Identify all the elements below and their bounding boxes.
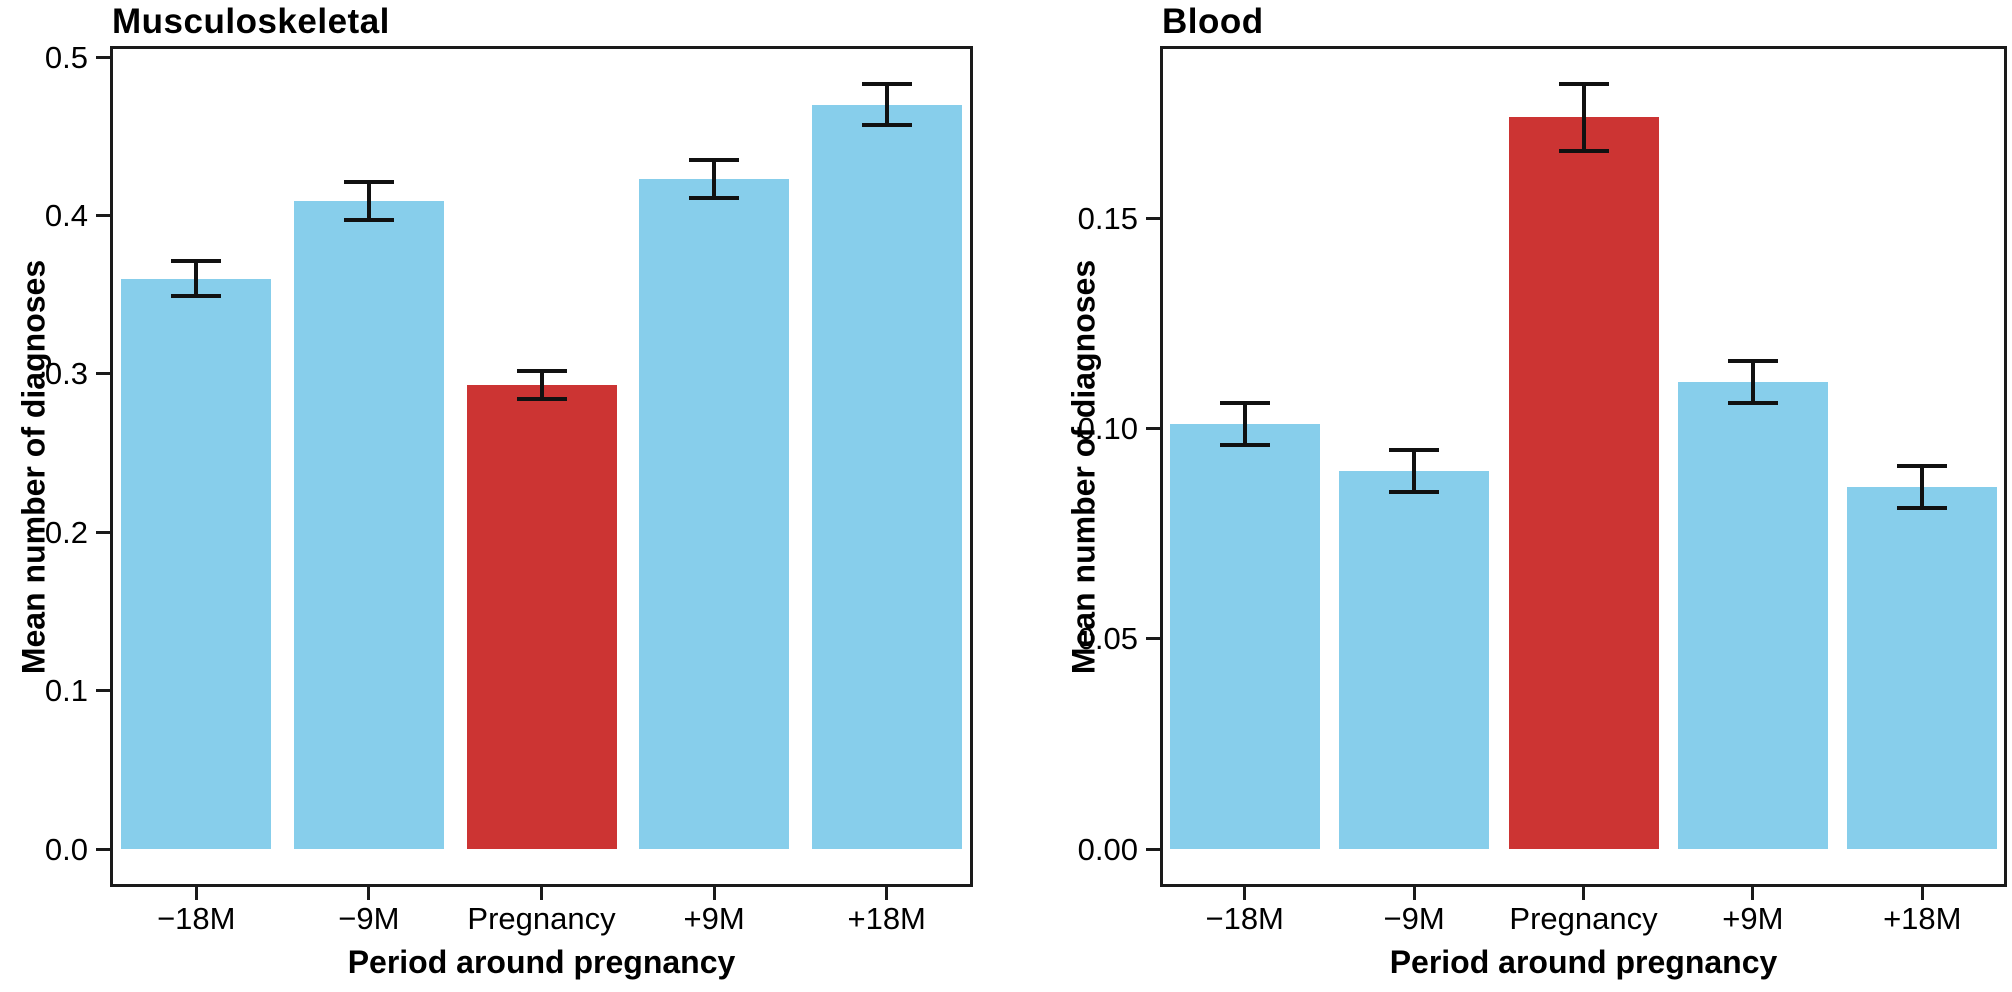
error-bar-cap-top	[689, 158, 740, 163]
error-bar-whisker	[1412, 449, 1417, 492]
x-tick-label: +9M	[1722, 901, 1784, 936]
error-bar-cap-bottom	[1219, 443, 1270, 448]
error-bar-cap-top	[1558, 81, 1609, 86]
y-tick-mark	[1146, 216, 1160, 220]
y-tick-label: 0.5	[44, 39, 88, 75]
error-bar-cap-bottom	[343, 218, 394, 223]
y-tick-label: 0.15	[1077, 200, 1138, 236]
error-bar-cap-top	[343, 180, 394, 185]
error-bar-cap-bottom	[516, 397, 567, 402]
chart-title: Blood	[1162, 2, 1264, 41]
error-bar-cap-top	[171, 259, 222, 264]
x-tick-mark	[885, 887, 889, 900]
y-tick-mark	[96, 372, 110, 376]
bar-9M	[1339, 470, 1490, 849]
x-tick-label: −9M	[1383, 901, 1445, 936]
y-tick-mark	[96, 530, 110, 534]
error-bar-cap-top	[516, 368, 567, 373]
error-bar-cap-top	[861, 82, 912, 86]
bar-9M	[293, 201, 444, 849]
y-tick-label: 0.1	[44, 673, 88, 709]
x-tick-label: Pregnancy	[1509, 901, 1658, 936]
error-bar-whisker	[884, 84, 889, 126]
x-tick-mark	[1243, 887, 1247, 900]
error-bar-whisker	[1920, 466, 1925, 509]
y-tick-mark	[1146, 847, 1160, 851]
bar-9M	[639, 179, 790, 849]
error-bar-whisker	[1581, 83, 1586, 152]
plot-panel	[1160, 46, 2007, 887]
error-bar-cap-top	[1897, 464, 1948, 469]
error-bar-whisker	[539, 370, 544, 400]
bar-Pregnancy	[1508, 117, 1659, 849]
error-bar-cap-bottom	[1897, 506, 1948, 511]
error-bar-cap-bottom	[861, 123, 912, 128]
x-axis-title: Period around pregnancy	[347, 944, 736, 980]
x-tick-mark	[1412, 887, 1416, 900]
x-axis-title: Period around pregnancy	[1389, 944, 1778, 980]
y-tick-mark	[96, 689, 110, 693]
x-tick-mark	[194, 887, 198, 900]
x-tick-mark	[712, 887, 716, 900]
error-bar-cap-bottom	[1727, 401, 1778, 406]
x-tick-mark	[540, 887, 543, 900]
bar-18M	[1847, 487, 1998, 849]
bar-Pregnancy	[466, 384, 617, 849]
error-bar-whisker	[712, 160, 717, 199]
x-tick-mark	[1751, 887, 1755, 900]
error-bar-cap-bottom	[1558, 149, 1609, 154]
y-tick-mark	[96, 213, 110, 217]
error-bar-whisker	[1242, 403, 1247, 446]
y-tick-mark	[1146, 427, 1160, 431]
y-tick-mark	[1146, 637, 1160, 641]
x-tick-label: +9M	[683, 901, 745, 936]
bar-9M	[1677, 382, 1828, 849]
y-axis-title: Mean number of diagnoses	[15, 259, 52, 674]
bar-18M	[121, 278, 272, 849]
y-tick-label: 0.00	[1077, 831, 1138, 867]
error-bar-cap-top	[1219, 401, 1270, 406]
x-tick-label: Pregnancy	[467, 901, 616, 936]
error-bar-cap-bottom	[689, 196, 740, 201]
x-tick-label: −18M	[157, 901, 236, 936]
y-axis-title: Mean number of diagnoses	[1065, 259, 1102, 674]
x-tick-label: −18M	[1205, 901, 1284, 936]
chart-musculoskeletal: Musculoskeletal Mean number of diagnoses…	[15, 2, 973, 980]
bar-18M	[1169, 424, 1320, 849]
y-tick-label: 0.0	[44, 831, 88, 867]
error-bar-whisker	[194, 261, 199, 297]
plot-panel	[110, 46, 973, 887]
chart-title: Musculoskeletal	[112, 2, 390, 41]
x-tick-mark	[1920, 887, 1924, 900]
error-bar-whisker	[1750, 361, 1755, 404]
error-bar-cap-bottom	[171, 294, 222, 299]
y-tick-label: 0.2	[44, 514, 88, 550]
y-tick-mark	[96, 847, 110, 851]
chart-blood: Blood Mean number of diagnoses Period ar…	[1050, 0, 2012, 992]
bar-18M	[811, 104, 962, 849]
error-bar-cap-top	[1389, 447, 1440, 452]
x-tick-mark	[1582, 887, 1585, 900]
y-tick-label: 0.05	[1077, 621, 1138, 657]
y-tick-label: 0.4	[44, 197, 88, 233]
y-tick-label: 0.3	[44, 356, 88, 392]
y-tick-label: 0.10	[1077, 411, 1138, 447]
x-tick-label: +18M	[1883, 901, 1962, 936]
x-tick-label: +18M	[847, 901, 926, 936]
error-bar-cap-bottom	[1389, 489, 1440, 494]
y-tick-mark	[96, 55, 110, 59]
x-tick-mark	[367, 887, 371, 900]
error-bar-cap-top	[1727, 359, 1778, 364]
error-bar-whisker	[366, 182, 371, 221]
x-tick-label: −9M	[338, 901, 400, 936]
